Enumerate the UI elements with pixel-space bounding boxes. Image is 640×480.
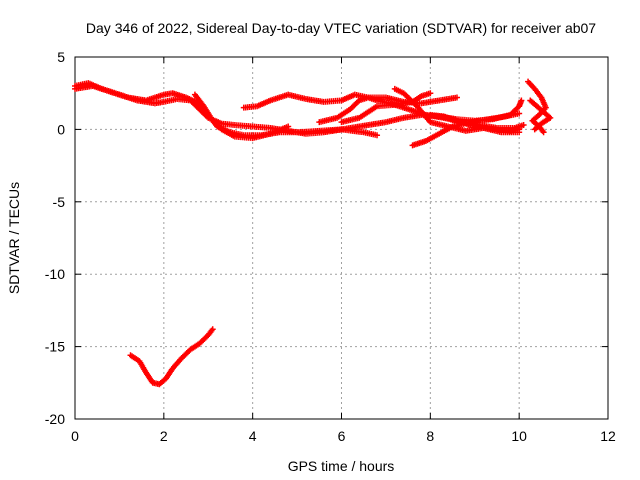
axis-ticks: 0 2 4 6 8 10 12 5 0 -5 -10 -15 -20 — [45, 49, 616, 444]
series-track-13 — [127, 326, 216, 388]
x-tick-label: 2 — [160, 428, 168, 444]
data-point — [516, 126, 523, 133]
series-track-10 — [427, 111, 523, 134]
data-point — [285, 123, 292, 130]
y-tick-label: -10 — [45, 266, 65, 282]
chart-title: Day 346 of 2022, Sidereal Day-to-day VTE… — [86, 20, 596, 36]
y-tick-label: 0 — [57, 121, 65, 137]
y-tick-label: -5 — [53, 194, 66, 210]
data-point — [209, 326, 216, 333]
data-point — [520, 122, 527, 129]
series-track-8 — [391, 85, 523, 136]
y-tick-label: -20 — [45, 411, 65, 427]
data-points — [72, 78, 554, 388]
series-track-3 — [191, 91, 292, 142]
x-axis-label: GPS time / hours — [288, 458, 395, 474]
data-point — [540, 129, 547, 136]
y-axis-label: SDTVAR / TECUs — [6, 182, 22, 294]
grid-lines — [75, 57, 608, 419]
x-tick-label: 4 — [249, 428, 257, 444]
y-tick-label: 5 — [57, 49, 65, 65]
data-point — [374, 132, 381, 139]
data-point — [518, 97, 525, 104]
y-tick-label: -15 — [45, 339, 65, 355]
x-tick-label: 10 — [511, 428, 527, 444]
data-point — [531, 126, 538, 133]
x-tick-label: 8 — [426, 428, 434, 444]
x-tick-label: 6 — [338, 428, 346, 444]
data-point — [453, 94, 460, 101]
data-point — [427, 90, 434, 97]
series-track-12 — [527, 97, 554, 133]
x-tick-label: 12 — [600, 428, 616, 444]
x-tick-label: 0 — [71, 428, 79, 444]
data-point — [516, 110, 523, 117]
